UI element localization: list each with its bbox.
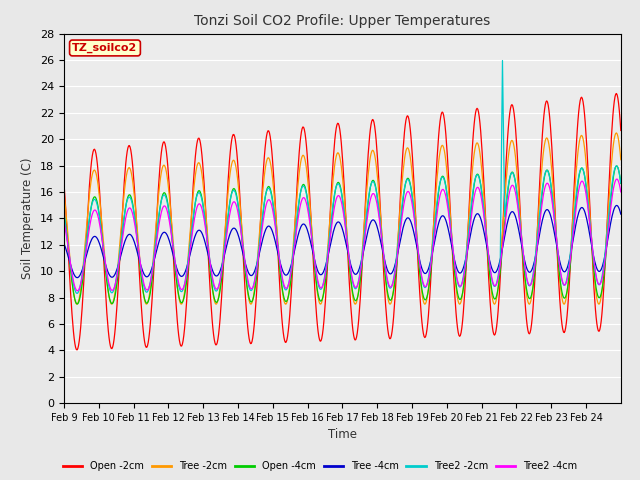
- Title: Tonzi Soil CO2 Profile: Upper Temperatures: Tonzi Soil CO2 Profile: Upper Temperatur…: [195, 14, 490, 28]
- X-axis label: Time: Time: [328, 429, 357, 442]
- Text: TZ_soilco2: TZ_soilco2: [72, 43, 138, 53]
- Legend: Open -2cm, Tree -2cm, Open -4cm, Tree -4cm, Tree2 -2cm, Tree2 -4cm: Open -2cm, Tree -2cm, Open -4cm, Tree -4…: [59, 457, 581, 475]
- Y-axis label: Soil Temperature (C): Soil Temperature (C): [22, 157, 35, 279]
